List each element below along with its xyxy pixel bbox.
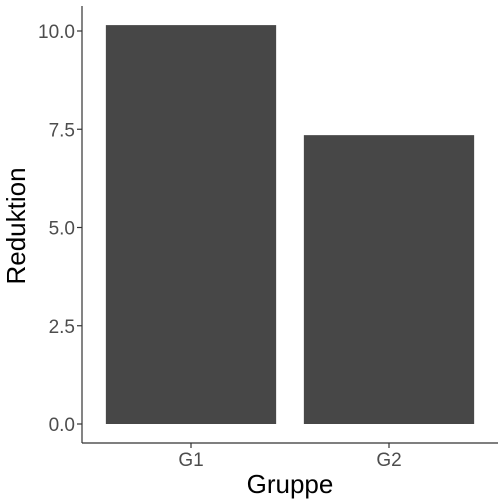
y-tick-label: 7.5: [49, 120, 75, 141]
x-tick-label-g2: G2: [376, 450, 401, 471]
bars-group: [106, 25, 474, 424]
y-tick-label: 5.0: [49, 219, 75, 240]
y-tick-label: 2.5: [49, 317, 75, 338]
y-tick-label: 0.0: [49, 415, 75, 436]
x-axis-title: Gruppe: [247, 469, 334, 499]
y-axis-title: Reduktion: [1, 167, 31, 284]
x-tick-label-g1: G1: [178, 450, 203, 471]
bar-g2: [304, 135, 474, 424]
bar-g1: [106, 25, 276, 424]
x-ticks-group: G1 G2: [178, 443, 401, 471]
y-tick-label: 10.0: [38, 22, 75, 43]
y-ticks-group: 0.0 2.5 5.0 7.5 10.0: [38, 22, 82, 436]
